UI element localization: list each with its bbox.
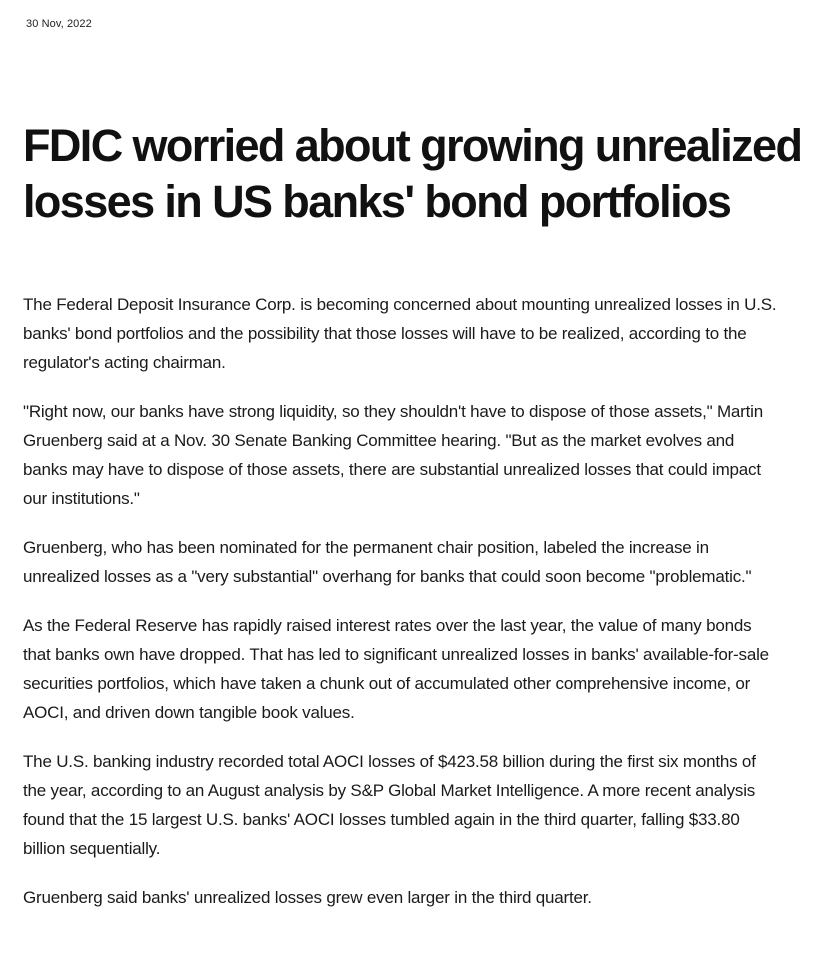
article-paragraph-1: The Federal Deposit Insurance Corp. is b… [23, 295, 777, 372]
publish-date: 30 Nov, 2022 [26, 18, 92, 30]
article-paragraph-6: Gruenberg said banks' unrealized losses … [23, 888, 592, 907]
article-headline: FDIC worried about growing unrealized lo… [23, 120, 803, 227]
article-body: The Federal Deposit Insurance Corp. is b… [23, 290, 783, 932]
article-paragraph-3: Gruenberg, who has been nominated for th… [23, 538, 752, 586]
article-paragraph-2: "Right now, our banks have strong liquid… [23, 402, 763, 508]
article-paragraph-5: The U.S. banking industry recorded total… [23, 752, 756, 858]
article-paragraph-4: As the Federal Reserve has rapidly raise… [23, 616, 769, 722]
